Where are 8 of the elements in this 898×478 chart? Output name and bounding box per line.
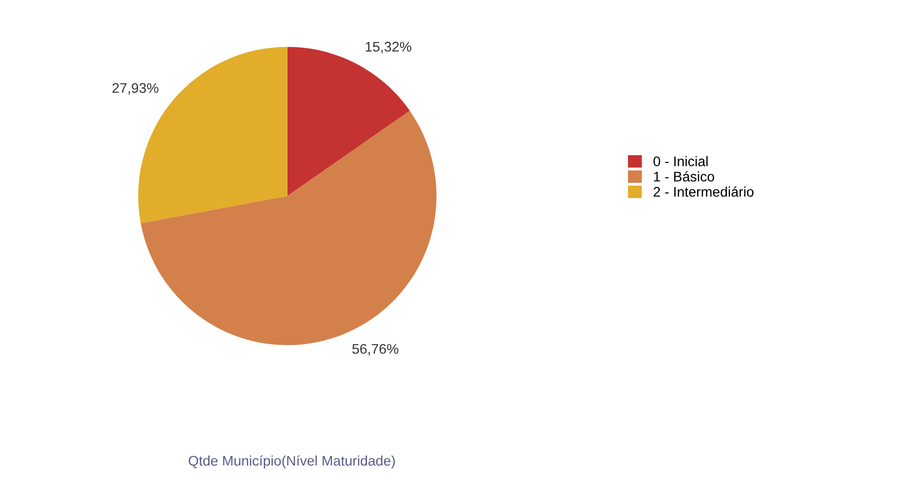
data-label: 15,32% <box>366 42 412 54</box>
pie-slice <box>140 110 436 346</box>
legend-label: 0 - Inicial <box>654 156 708 166</box>
legend-label: 2 - Intermediário <box>654 186 754 197</box>
data-label: 56,76% <box>352 344 398 356</box>
legend-label: 1 - Básico <box>654 171 714 182</box>
data-label: 27,93% <box>112 83 158 95</box>
text: Qtde Município(Nível Maturidade) <box>188 455 395 468</box>
